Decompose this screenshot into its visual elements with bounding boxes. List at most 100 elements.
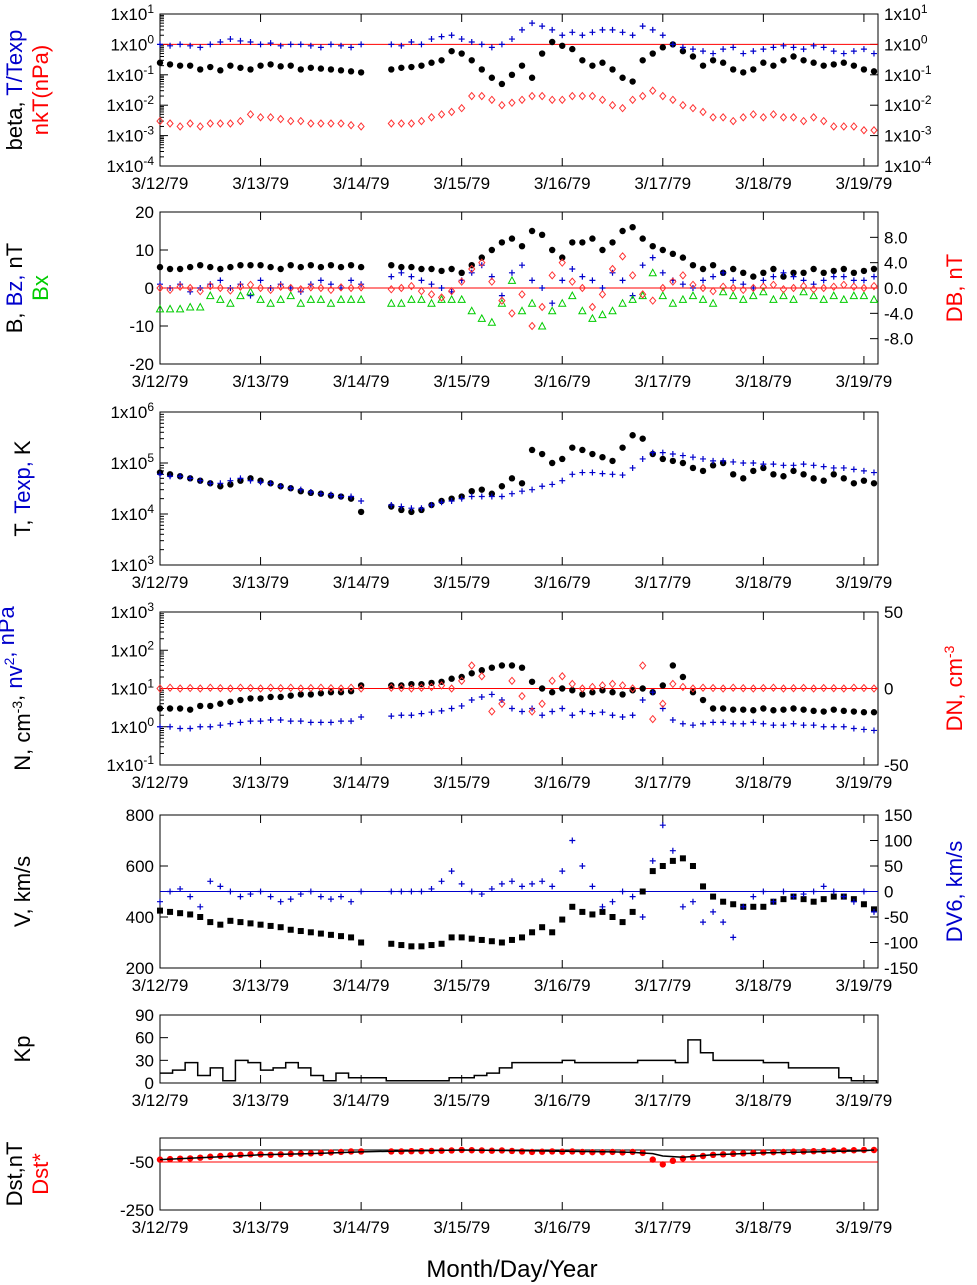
data-point [759,683,768,693]
data-point [679,281,686,288]
data-point [718,287,728,296]
data-point [569,687,576,694]
data-point [850,277,857,284]
x-tick-label: 3/18/79 [735,372,792,391]
data-point [237,262,244,269]
data-point [518,62,526,69]
data-point [488,246,496,254]
data-point [567,291,577,300]
data-point [468,888,475,895]
data-point [358,713,365,720]
data-point [669,277,677,286]
data-point [548,246,556,254]
data-point [528,91,536,101]
data-point [649,868,656,875]
data-point [750,707,757,714]
data-point [347,68,355,75]
data-point [357,263,365,271]
x-tick-label: 3/14/79 [333,1091,390,1110]
data-point [639,91,647,101]
y-tick-label: 0 [145,279,154,298]
data-point [760,461,767,468]
data-point [699,283,707,293]
data-point [297,928,304,935]
data-point [780,888,787,895]
data-point [457,294,467,303]
y-tick-label: 1x101 [110,677,154,699]
data-point [699,265,707,273]
data-point [678,294,688,303]
y-axis-label: N, cm-3, nv2, nPa [0,605,35,770]
data-point [729,683,737,693]
y2-tick-label: 0 [884,883,893,902]
data-point [187,893,194,900]
data-point [588,313,597,322]
data-point [478,493,485,500]
data-point [679,47,687,55]
data-point [237,893,244,900]
data-point [668,298,678,307]
data-point [508,878,515,885]
data-point [348,934,355,941]
data-point [569,471,576,478]
data-point [347,262,355,269]
series-b-field-0 [156,224,878,280]
y2-axis-label: DN, cm-3 [941,645,967,731]
data-point [519,26,526,33]
data-point [539,483,546,490]
data-point [427,682,436,692]
plot-frame [159,13,879,167]
data-point [639,697,646,704]
data-point [659,32,666,39]
x-tick-label: 3/12/79 [132,573,189,592]
data-point [287,283,295,293]
data-point [346,294,356,303]
data-point [750,903,757,910]
data-point [770,461,777,468]
data-point [850,282,858,292]
data-point [780,462,787,469]
y2-axis-label: DV6, km/s [942,841,967,942]
data-point [579,57,586,64]
data-point [589,450,596,458]
data-point [568,277,576,286]
y2-tick-label: 150 [884,806,912,825]
data-point [438,33,445,40]
y2-tick-label: -150 [884,959,918,978]
data-point [307,489,314,495]
data-point [549,26,556,33]
x-tick-label: 3/18/79 [735,773,792,792]
data-point [789,283,798,293]
data-point [820,883,827,890]
data-point [659,246,667,254]
data-point [820,463,827,470]
data-point [217,883,224,890]
x-tick-label: 3/13/79 [232,1218,289,1237]
data-point [197,702,204,710]
data-point [760,888,767,895]
data-point [448,868,455,875]
data-point [870,265,878,273]
data-point [227,263,234,271]
data-point [528,321,536,331]
data-point [529,486,536,493]
data-point [659,705,666,712]
data-point [840,59,848,66]
series-density-2 [156,661,878,724]
data-point [669,717,676,724]
x-tick-label: 3/15/79 [433,372,490,391]
x-axis-title: Month/Day/Year [426,1256,597,1283]
data-point [659,449,666,456]
y2-tick-label: 4.0 [884,254,908,273]
y-axis-label: V, km/s [10,856,35,927]
data-point [589,277,596,284]
data-point [348,718,355,725]
data-point [669,451,676,458]
data-point [759,282,768,292]
data-point [639,888,646,895]
y2-tick-label: 1x10-1 [884,63,932,85]
data-point [387,284,395,294]
data-point [428,502,435,509]
data-point [528,74,536,81]
